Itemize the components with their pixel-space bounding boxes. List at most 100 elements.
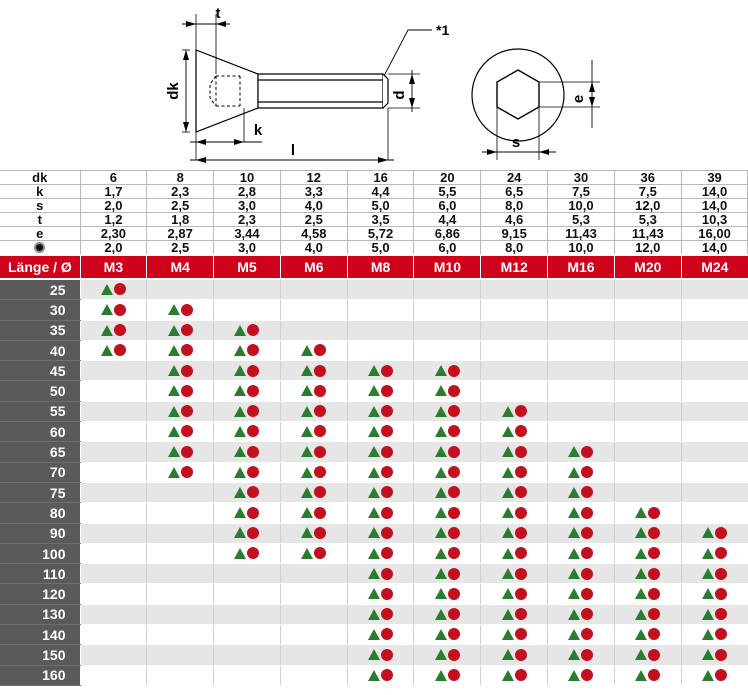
availability-cell[interactable] bbox=[547, 299, 615, 321]
availability-cell[interactable] bbox=[347, 543, 415, 565]
availability-cell[interactable] bbox=[681, 665, 748, 686]
availability-cell[interactable] bbox=[614, 320, 682, 341]
availability-cell[interactable] bbox=[480, 441, 549, 463]
availability-cell[interactable] bbox=[213, 320, 281, 341]
availability-cell[interactable] bbox=[280, 441, 348, 463]
availability-cell[interactable] bbox=[213, 360, 281, 382]
availability-cell[interactable] bbox=[547, 604, 615, 626]
availability-cell[interactable] bbox=[681, 563, 748, 585]
availability-cell[interactable] bbox=[146, 380, 215, 402]
availability-cell[interactable] bbox=[480, 665, 549, 686]
availability-cell[interactable] bbox=[146, 502, 215, 524]
availability-cell[interactable] bbox=[480, 421, 549, 443]
availability-cell[interactable] bbox=[146, 441, 215, 463]
availability-cell[interactable] bbox=[547, 280, 615, 301]
availability-cell[interactable] bbox=[280, 462, 348, 483]
availability-cell[interactable] bbox=[547, 462, 615, 483]
availability-cell[interactable] bbox=[614, 401, 682, 423]
availability-cell[interactable] bbox=[413, 441, 482, 463]
availability-cell[interactable] bbox=[146, 624, 215, 646]
availability-cell[interactable] bbox=[681, 360, 748, 382]
availability-cell[interactable] bbox=[80, 421, 148, 443]
availability-cell[interactable] bbox=[80, 340, 148, 362]
availability-cell[interactable] bbox=[614, 482, 682, 504]
availability-cell[interactable] bbox=[547, 421, 615, 443]
availability-cell[interactable] bbox=[80, 624, 148, 646]
availability-cell[interactable] bbox=[280, 604, 348, 626]
availability-cell[interactable] bbox=[614, 421, 682, 443]
availability-cell[interactable] bbox=[413, 401, 482, 423]
availability-cell[interactable] bbox=[347, 380, 415, 402]
availability-cell[interactable] bbox=[280, 482, 348, 504]
availability-cell[interactable] bbox=[347, 421, 415, 443]
availability-cell[interactable] bbox=[80, 280, 148, 301]
availability-cell[interactable] bbox=[146, 644, 215, 666]
availability-cell[interactable] bbox=[614, 523, 682, 544]
availability-cell[interactable] bbox=[80, 644, 148, 666]
availability-cell[interactable] bbox=[347, 583, 415, 605]
availability-cell[interactable] bbox=[347, 523, 415, 544]
availability-cell[interactable] bbox=[480, 583, 549, 605]
availability-cell[interactable] bbox=[213, 583, 281, 605]
availability-cell[interactable] bbox=[614, 604, 682, 626]
availability-cell[interactable] bbox=[681, 604, 748, 626]
size-header-m8[interactable]: M8 bbox=[347, 254, 415, 280]
availability-cell[interactable] bbox=[480, 401, 549, 423]
availability-cell[interactable] bbox=[347, 462, 415, 483]
availability-cell[interactable] bbox=[213, 523, 281, 544]
availability-cell[interactable] bbox=[681, 543, 748, 565]
availability-cell[interactable] bbox=[280, 380, 348, 402]
availability-cell[interactable] bbox=[681, 299, 748, 321]
availability-cell[interactable] bbox=[547, 320, 615, 341]
availability-cell[interactable] bbox=[413, 604, 482, 626]
availability-cell[interactable] bbox=[413, 380, 482, 402]
availability-cell[interactable] bbox=[413, 462, 482, 483]
availability-cell[interactable] bbox=[681, 320, 748, 341]
availability-cell[interactable] bbox=[80, 482, 148, 504]
availability-cell[interactable] bbox=[347, 360, 415, 382]
size-header-m24[interactable]: M24 bbox=[681, 254, 748, 280]
availability-cell[interactable] bbox=[547, 583, 615, 605]
availability-cell[interactable] bbox=[614, 441, 682, 463]
availability-cell[interactable] bbox=[614, 360, 682, 382]
availability-cell[interactable] bbox=[347, 441, 415, 463]
availability-cell[interactable] bbox=[347, 482, 415, 504]
availability-cell[interactable] bbox=[413, 644, 482, 666]
size-header-m10[interactable]: M10 bbox=[413, 254, 482, 280]
availability-cell[interactable] bbox=[146, 320, 215, 341]
availability-cell[interactable] bbox=[413, 320, 482, 341]
availability-cell[interactable] bbox=[280, 280, 348, 301]
availability-cell[interactable] bbox=[80, 523, 148, 544]
availability-cell[interactable] bbox=[480, 604, 549, 626]
availability-cell[interactable] bbox=[213, 462, 281, 483]
availability-cell[interactable] bbox=[413, 340, 482, 362]
size-header-m3[interactable]: M3 bbox=[80, 254, 148, 280]
availability-cell[interactable] bbox=[480, 462, 549, 483]
availability-cell[interactable] bbox=[681, 482, 748, 504]
size-header-m4[interactable]: M4 bbox=[146, 254, 215, 280]
availability-cell[interactable] bbox=[146, 360, 215, 382]
availability-cell[interactable] bbox=[347, 299, 415, 321]
availability-cell[interactable] bbox=[614, 624, 682, 646]
availability-cell[interactable] bbox=[280, 421, 348, 443]
availability-cell[interactable] bbox=[614, 380, 682, 402]
availability-cell[interactable] bbox=[547, 380, 615, 402]
availability-cell[interactable] bbox=[213, 644, 281, 666]
availability-cell[interactable] bbox=[146, 340, 215, 362]
availability-cell[interactable] bbox=[146, 421, 215, 443]
availability-cell[interactable] bbox=[80, 462, 148, 483]
availability-cell[interactable] bbox=[547, 665, 615, 686]
size-header-m5[interactable]: M5 bbox=[213, 254, 281, 280]
availability-cell[interactable] bbox=[681, 441, 748, 463]
availability-cell[interactable] bbox=[347, 401, 415, 423]
availability-cell[interactable] bbox=[80, 543, 148, 565]
availability-cell[interactable] bbox=[213, 280, 281, 301]
availability-cell[interactable] bbox=[213, 482, 281, 504]
availability-cell[interactable] bbox=[480, 563, 549, 585]
availability-cell[interactable] bbox=[280, 644, 348, 666]
availability-cell[interactable] bbox=[547, 543, 615, 565]
availability-cell[interactable] bbox=[681, 624, 748, 646]
availability-cell[interactable] bbox=[347, 563, 415, 585]
availability-cell[interactable] bbox=[614, 340, 682, 362]
availability-cell[interactable] bbox=[614, 462, 682, 483]
